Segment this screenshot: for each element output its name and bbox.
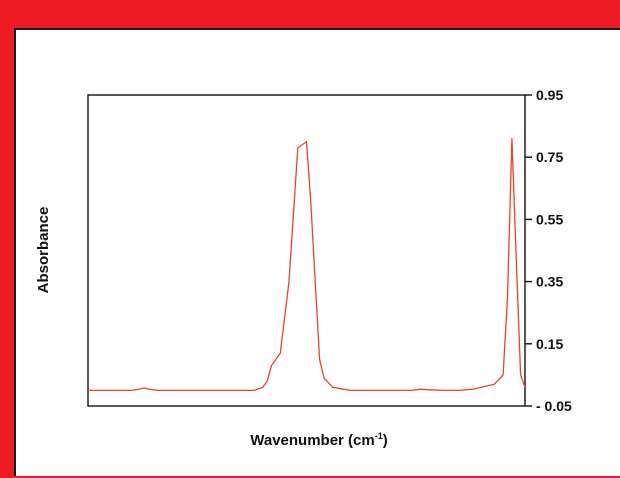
x-axis-title-text: Wavenumber (cm xyxy=(250,432,375,449)
plot-area xyxy=(87,94,526,407)
y-tick-label: 0.35 xyxy=(536,274,563,290)
x-axis-title-superscript: -1 xyxy=(374,431,383,441)
x-axis-title-close: ) xyxy=(382,432,388,449)
y-tick-label: 0.95 xyxy=(536,87,563,103)
absorbance-chart: 0.95 0.75 0.55 0.35 0.15 - 0.05 Absorbance xyxy=(35,87,572,414)
y-tick-label: - 0.05 xyxy=(536,398,572,414)
y-tick-label: 0.75 xyxy=(536,149,563,165)
y-tick-label: 0.15 xyxy=(536,336,563,352)
y-tick-label: 0.55 xyxy=(536,211,563,227)
series-line xyxy=(88,137,526,392)
plot-frame: 0.95 0.75 0.55 0.35 0.15 - 0.05 Absorbance Wa… xyxy=(14,28,620,476)
x-axis-title: Wavenumber (cm-1) xyxy=(16,431,620,449)
y-axis-title: Absorbance xyxy=(35,207,52,294)
